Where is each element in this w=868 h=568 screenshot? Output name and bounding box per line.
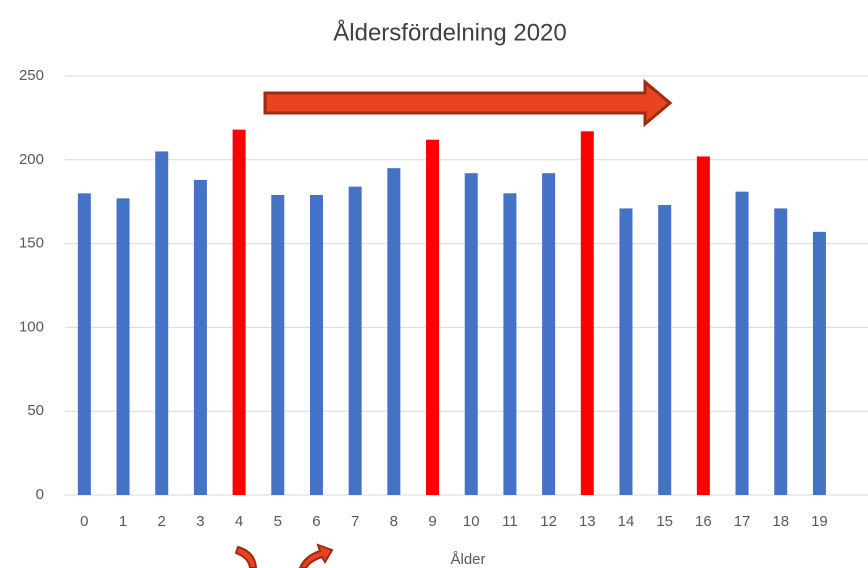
x-tick-label: 11 [502,513,518,530]
x-tick-label: 10 [463,513,480,530]
y-tick-label: 0 [36,486,44,503]
curved-arrow [234,545,258,568]
x-tick-label: 16 [695,513,712,530]
x-tick-label: 5 [274,513,282,530]
x-tick-label: 13 [579,513,596,530]
x-tick-label: 6 [312,513,320,530]
x-tick-label: 3 [196,513,204,530]
bar [503,193,517,495]
x-axis-label: Ålder [450,551,485,568]
arrow [263,78,673,128]
y-tick-label: 200 [19,151,44,168]
bar [348,186,362,495]
x-tick-label: 2 [158,513,166,530]
y-tick-label: 100 [19,318,44,335]
bar [232,129,246,495]
x-tick-label: 4 [235,513,243,530]
bar [387,168,401,495]
bar [309,194,323,495]
bar [426,139,440,496]
bar [542,173,556,495]
x-tick-label: 14 [618,513,635,530]
chart-title: Åldersfördelning 2020 [333,18,567,46]
x-tick-label: 7 [351,513,359,530]
y-tick-label: 150 [19,235,44,252]
bar [735,191,749,496]
x-tick-label: 8 [390,513,398,530]
x-tick-label: 18 [772,513,789,530]
x-tick-label: 0 [80,513,88,530]
bar [116,198,130,495]
curved-arrow [298,543,334,568]
y-tick-label: 250 [19,67,44,84]
y-tick-label: 50 [27,402,44,419]
x-tick-label: 9 [428,513,436,530]
x-tick-label: 17 [734,513,751,530]
bar [658,205,672,495]
bar [193,179,207,496]
x-tick-label: 15 [656,513,673,530]
bar [774,208,788,496]
x-tick-label: 19 [811,513,828,530]
x-tick-label: 1 [119,513,127,530]
bar [77,193,91,495]
bar [464,173,478,495]
bar [696,156,710,495]
bar [619,208,633,496]
bar [580,131,594,496]
x-tick-label: 12 [540,513,557,530]
bar [812,231,826,496]
bar [155,151,169,496]
bar [271,194,285,495]
